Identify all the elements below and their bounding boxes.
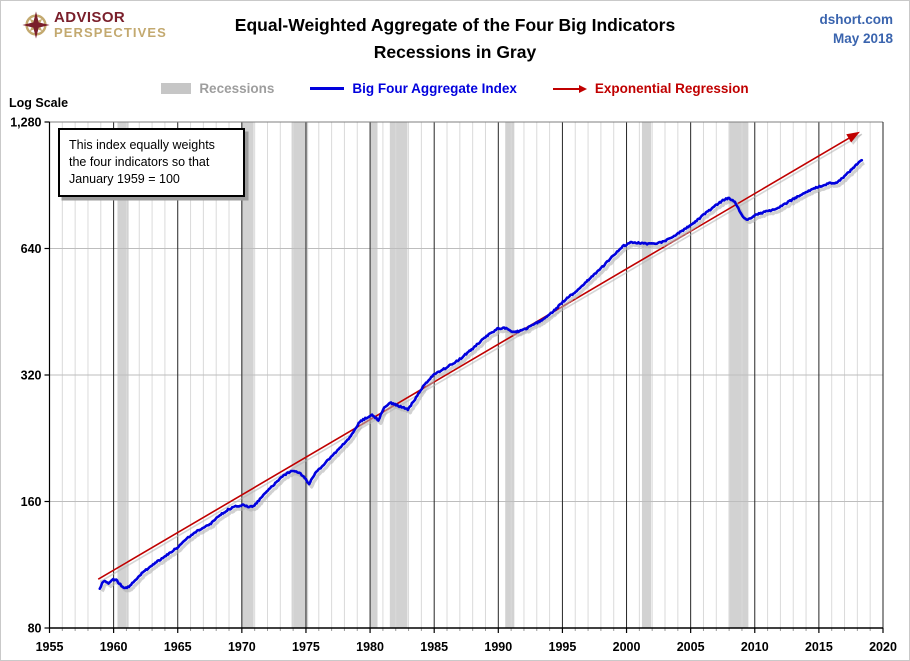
compass-star-icon	[22, 11, 50, 39]
x-tick-label: 2000	[613, 640, 641, 654]
blue-line-swatch-icon	[310, 87, 345, 90]
advisor-perspectives-logo: ADVISOR PERSPECTIVES	[21, 10, 167, 40]
annotation-box: This index equally weights the four indi…	[58, 128, 245, 197]
legend-item-regression: Exponential Regression	[552, 81, 749, 96]
x-axis-labels: 1955 1960 1965 1970 1975 1980 1985 1990 1995 2000…	[36, 640, 897, 654]
x-tick-label: 1995	[549, 640, 577, 654]
y-axis-scale-label: Log Scale	[9, 96, 69, 110]
legend-item-recessions: Recessions	[161, 81, 274, 96]
chart-title: Equal-Weighted Aggregate of the Four Big…	[1, 12, 909, 66]
x-tick-label: 2005	[677, 640, 705, 654]
x-tick-label: 2015	[805, 640, 833, 654]
gridlines-horizontal	[44, 121, 883, 629]
y-axis-labels: 80 160 320 640 1,280	[10, 116, 41, 636]
x-tick-label: 1965	[164, 640, 192, 654]
x-tick-label: 1980	[356, 640, 384, 654]
source-site: dshort.com	[819, 12, 893, 27]
x-tick-label: 1975	[292, 640, 320, 654]
title-line-2: Recessions in Gray	[373, 42, 537, 62]
recession-swatch-icon	[161, 83, 192, 94]
legend-label-big-four: Big Four Aggregate Index	[352, 81, 517, 96]
y-tick-label: 1,280	[10, 116, 41, 130]
regression-line	[97, 131, 863, 583]
red-arrow-swatch-icon	[552, 84, 587, 93]
big-four-aggregate-line	[98, 158, 865, 593]
legend-label-regression: Exponential Regression	[594, 81, 749, 96]
y-tick-label: 640	[21, 242, 42, 256]
annotation-line-1: This index equally weights	[69, 138, 215, 152]
annotation-line-3: January 1959 = 100	[69, 172, 180, 186]
x-tick-label: 1960	[100, 640, 128, 654]
source-date: May 2018	[832, 31, 893, 46]
x-tick-label: 1970	[228, 640, 256, 654]
x-tick-label: 2020	[869, 640, 897, 654]
x-tick-label: 2010	[741, 640, 769, 654]
y-tick-label: 160	[21, 495, 42, 509]
y-tick-label: 320	[21, 369, 42, 383]
gridlines-minor	[61, 122, 871, 631]
x-tick-label: 1985	[420, 640, 448, 654]
brand-name-perspectives: PERSPECTIVES	[54, 25, 167, 40]
chart-legend: Recessions Big Four Aggregate Index Expo…	[1, 81, 909, 96]
legend-label-recessions: Recessions	[199, 81, 275, 96]
brand-name-advisor: ADVISOR	[54, 9, 126, 26]
annotation-line-2: the four indicators so that	[69, 155, 210, 169]
legend-item-big-four: Big Four Aggregate Index	[310, 81, 517, 96]
plot-frame	[48, 121, 884, 629]
y-tick-label: 80	[28, 622, 42, 636]
title-line-1: Equal-Weighted Aggregate of the Four Big…	[234, 15, 676, 35]
x-tick-label: 1990	[484, 640, 512, 654]
source-block: dshort.com May 2018	[819, 10, 893, 48]
x-tick-label: 1955	[36, 640, 64, 654]
